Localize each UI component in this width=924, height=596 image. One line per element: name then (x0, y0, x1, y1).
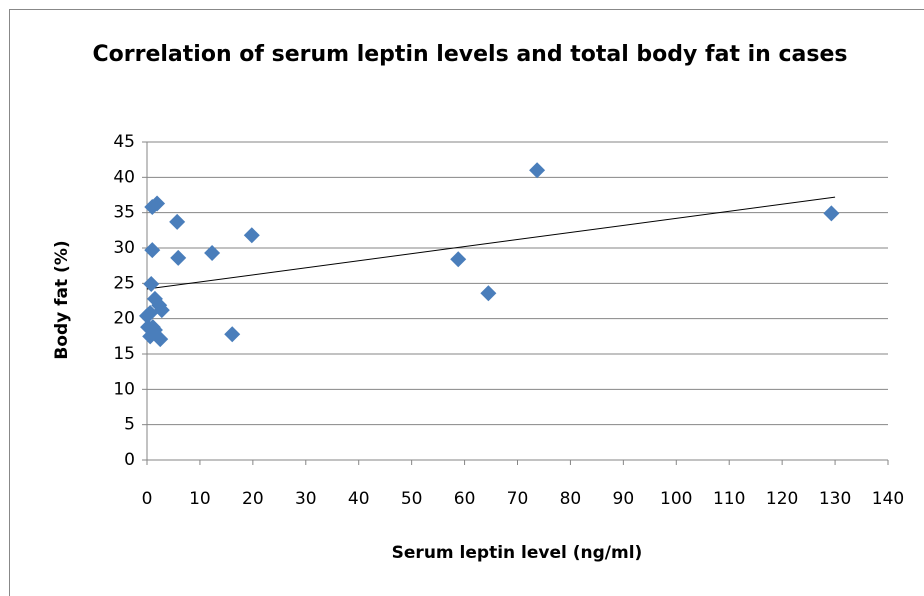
y-tick-label: 15 (113, 344, 135, 364)
x-tick-label: 70 (507, 489, 529, 509)
x-tick-label: 20 (242, 489, 264, 509)
point (143, 276, 160, 293)
y-tick-label: 10 (113, 379, 135, 399)
point (480, 285, 497, 302)
x-tick-label: 10 (189, 489, 211, 509)
point (243, 227, 260, 244)
point (146, 321, 163, 338)
point (170, 249, 187, 266)
x-tick-label: 120 (766, 489, 798, 509)
y-axis-label: Body fat (%) (52, 240, 72, 359)
point (144, 242, 161, 259)
trendline (146, 196, 836, 290)
point (450, 251, 467, 268)
x-axis-label: Serum leptin level (ng/ml) (392, 543, 643, 563)
y-tick-label: 45 (113, 132, 135, 152)
y-tick-label: 30 (113, 238, 135, 258)
point (204, 244, 221, 261)
x-tick-label: 30 (295, 489, 317, 509)
x-tick-label: 140 (872, 489, 904, 509)
chart-border (9, 9, 924, 596)
x-tick-label: 130 (819, 489, 851, 509)
point (142, 305, 159, 322)
x-tick-label: 90 (613, 489, 635, 509)
x-tick-label: 40 (348, 489, 370, 509)
x-tick-label: 50 (401, 489, 423, 509)
point (224, 326, 241, 343)
y-tick-label: 35 (113, 203, 135, 223)
chart-title: Correlation of serum leptin levels and t… (92, 42, 848, 67)
point (149, 195, 166, 212)
y-tick-label: 5 (124, 415, 135, 435)
x-tick-label: 110 (713, 489, 745, 509)
x-tick-label: 100 (660, 489, 692, 509)
y-tick-label: 20 (113, 309, 135, 329)
point (823, 205, 840, 222)
x-tick-label: 60 (454, 489, 476, 509)
y-tick-label: 0 (124, 450, 135, 470)
point (529, 162, 546, 179)
y-tick-label: 25 (113, 273, 135, 293)
point (153, 302, 170, 319)
point (169, 213, 186, 230)
y-tick-label: 40 (113, 167, 135, 187)
x-tick-label: 0 (142, 489, 153, 509)
x-tick-label: 80 (560, 489, 582, 509)
